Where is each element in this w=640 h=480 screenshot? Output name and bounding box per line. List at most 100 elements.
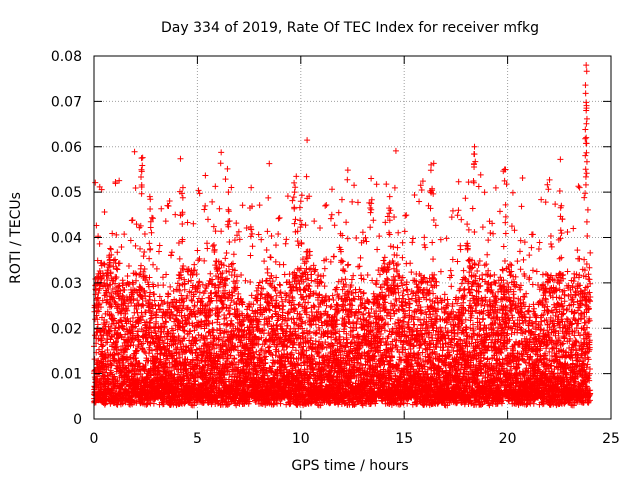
data-point xyxy=(127,318,134,325)
data-point xyxy=(127,237,134,244)
data-point xyxy=(264,228,271,235)
data-point xyxy=(158,297,165,304)
data-point xyxy=(132,185,139,192)
data-point xyxy=(275,215,282,222)
data-point xyxy=(165,203,172,210)
data-point xyxy=(222,176,229,183)
data-point xyxy=(104,346,111,353)
data-point xyxy=(329,186,336,193)
data-point xyxy=(272,258,279,265)
data-point xyxy=(191,303,198,310)
data-point xyxy=(101,260,108,267)
data-point xyxy=(256,202,263,209)
data-point xyxy=(317,225,324,232)
data-point xyxy=(271,284,278,291)
data-point xyxy=(104,308,111,315)
data-point xyxy=(95,289,102,296)
data-point xyxy=(108,303,115,310)
data-point xyxy=(261,258,268,265)
data-point xyxy=(219,304,226,311)
data-point xyxy=(268,232,275,239)
data-point xyxy=(113,320,120,327)
data-point xyxy=(261,327,268,334)
data-point xyxy=(140,253,147,260)
data-point xyxy=(311,218,318,225)
data-point xyxy=(155,248,162,255)
data-point xyxy=(123,346,130,353)
data-point xyxy=(98,276,105,283)
data-point xyxy=(131,148,138,155)
data-point xyxy=(123,381,130,388)
data-point xyxy=(215,313,222,320)
data-point xyxy=(146,255,153,262)
data-point xyxy=(99,270,106,277)
data-point xyxy=(322,202,329,209)
data-point xyxy=(272,297,279,304)
data-point xyxy=(111,298,118,305)
data-point xyxy=(268,272,275,279)
data-point xyxy=(103,289,110,296)
data-point xyxy=(98,335,105,342)
data-point xyxy=(109,230,116,237)
data-point xyxy=(238,272,245,279)
data-point xyxy=(122,300,129,307)
data-point xyxy=(283,236,290,243)
data-point xyxy=(107,246,114,253)
data-point xyxy=(94,257,101,264)
data-point xyxy=(214,316,221,323)
data-point xyxy=(292,184,299,191)
data-point xyxy=(328,211,335,218)
data-point xyxy=(303,173,310,180)
data-point xyxy=(125,303,132,310)
data-point xyxy=(194,247,201,254)
data-point xyxy=(315,272,322,279)
data-point xyxy=(129,217,136,224)
data-point xyxy=(91,332,98,339)
data-point xyxy=(293,173,300,180)
data-point xyxy=(101,292,108,299)
data-point xyxy=(116,260,123,267)
data-point xyxy=(107,281,114,288)
data-point xyxy=(277,282,284,289)
data-point xyxy=(284,343,291,350)
data-point xyxy=(223,249,230,256)
data-point xyxy=(284,193,291,200)
data-point xyxy=(107,301,114,308)
data-point xyxy=(125,263,132,270)
data-point xyxy=(230,251,237,258)
data-point xyxy=(104,335,111,342)
data-point xyxy=(248,292,255,299)
data-point xyxy=(114,249,121,256)
data-point xyxy=(168,249,175,256)
data-point xyxy=(275,230,282,237)
data-point xyxy=(110,295,117,302)
data-point xyxy=(112,180,119,187)
data-point xyxy=(108,251,115,258)
data-point xyxy=(114,343,121,350)
data-point xyxy=(113,362,120,369)
data-point xyxy=(110,355,117,362)
data-point xyxy=(139,301,146,308)
data-point xyxy=(112,256,119,263)
data-point xyxy=(94,373,101,380)
data-point xyxy=(302,222,309,229)
data-point xyxy=(204,216,211,223)
data-point xyxy=(115,283,122,290)
data-point xyxy=(101,349,108,356)
data-point xyxy=(168,252,175,259)
data-point xyxy=(277,289,284,296)
data-point xyxy=(191,261,198,268)
data-point xyxy=(229,260,236,267)
data-point xyxy=(163,271,170,278)
data-point xyxy=(231,356,238,363)
data-point xyxy=(247,279,254,286)
data-point xyxy=(266,160,273,167)
data-point xyxy=(335,209,342,216)
data-point xyxy=(255,231,262,238)
data-point xyxy=(321,265,328,272)
data-point xyxy=(298,192,305,199)
data-point xyxy=(258,291,265,298)
data-point xyxy=(195,257,202,264)
data-point xyxy=(114,266,121,273)
data-point xyxy=(148,229,155,236)
